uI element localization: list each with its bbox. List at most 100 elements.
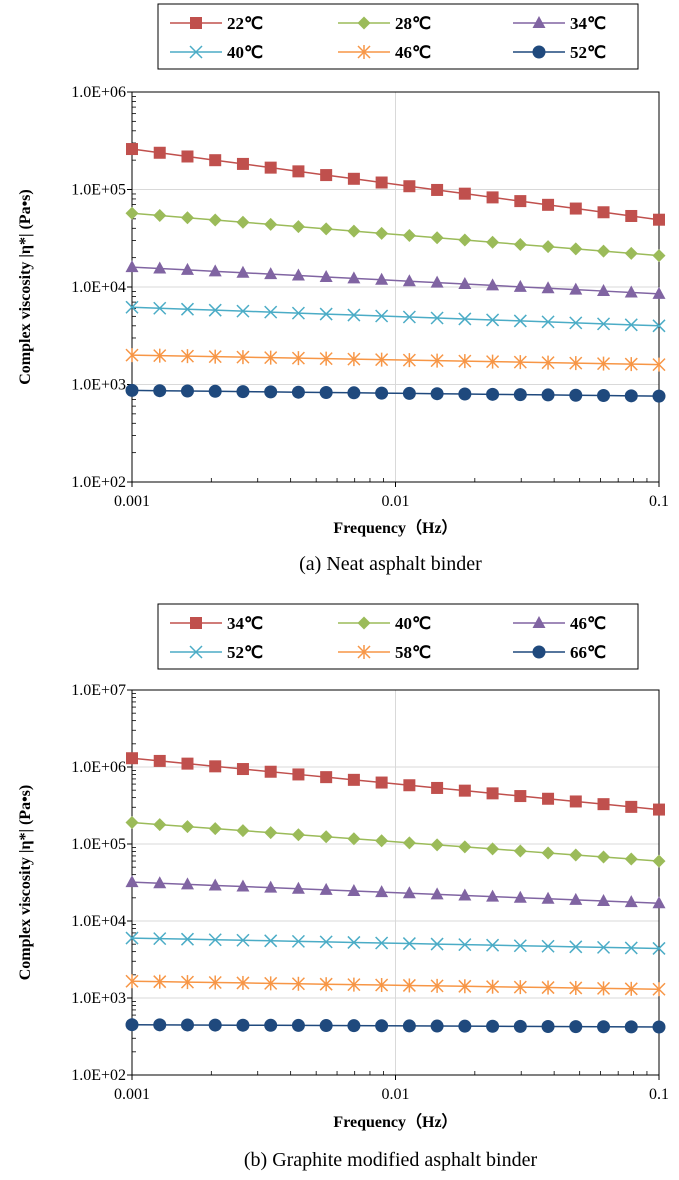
legend-marker: [357, 645, 371, 659]
data-point: [458, 354, 472, 369]
data-point: [541, 891, 555, 904]
data-point: [153, 146, 166, 159]
data-point: [458, 233, 472, 247]
data-point: [514, 790, 527, 803]
data-point: [319, 977, 333, 992]
data-point: [291, 268, 305, 281]
data-point: [236, 157, 249, 170]
data-point: [652, 319, 666, 333]
data-point: [347, 386, 361, 400]
x-stroke: [189, 45, 203, 59]
data-point: [624, 941, 638, 955]
chart-panel: 1.0E+02 1.0E+03 1.0E+04 1.0E+05 1.0E+06 1.0E+…: [17, 603, 669, 1171]
legend-label: 52℃: [570, 43, 606, 62]
data-point: [486, 979, 500, 994]
legend-marker: [357, 16, 371, 30]
data-point: [264, 385, 278, 399]
data-point: [486, 387, 500, 401]
data-point: [375, 272, 389, 285]
data-point: [264, 305, 278, 319]
data-point: [624, 852, 638, 866]
legend-marker: [189, 45, 203, 59]
data-point: [513, 939, 527, 953]
data-point: [320, 169, 333, 182]
data-point: [486, 191, 499, 204]
data-point: [208, 303, 222, 317]
legend-marker: [532, 616, 546, 628]
data-point: [153, 754, 166, 767]
x-stroke: [180, 932, 195, 946]
x-stroke: [624, 941, 638, 955]
data-point: [653, 803, 665, 816]
y-tick-label: 1.0E+03: [71, 377, 126, 394]
x-stroke: [319, 307, 333, 321]
data-point: [180, 211, 194, 225]
data-point: [291, 828, 305, 842]
data-point: [513, 844, 527, 858]
data-point: [375, 309, 389, 323]
x-tick-label: 0.01: [382, 493, 410, 510]
data-point: [652, 357, 666, 372]
data-point: [486, 842, 500, 856]
legend-box: [157, 603, 639, 670]
series-star: [125, 348, 666, 372]
data-point: [208, 822, 222, 836]
data-point: [542, 792, 555, 805]
x-axis-title: Frequency（Hz）: [333, 519, 457, 537]
legend-item: 40℃: [338, 614, 431, 633]
data-point: [347, 172, 360, 185]
data-point: [513, 355, 527, 370]
data-point: [652, 941, 666, 955]
data-point: [375, 834, 389, 848]
data-point: [153, 1018, 167, 1032]
legend-marker: [357, 45, 371, 59]
data-point: [624, 895, 638, 908]
data-point: [430, 231, 444, 245]
x-stroke: [541, 315, 555, 329]
data-point: [624, 246, 638, 260]
x-stroke: [624, 318, 638, 332]
data-point: [153, 384, 167, 398]
x-stroke: [652, 319, 666, 333]
data-point: [624, 1020, 638, 1034]
data-point: [291, 976, 305, 991]
data-point: [569, 1020, 583, 1034]
data-point: [541, 1020, 555, 1034]
data-point: [597, 850, 611, 864]
data-point: [541, 315, 555, 329]
data-point: [569, 980, 583, 995]
legend-label: 22℃: [227, 14, 263, 33]
data-point: [236, 933, 250, 947]
x-stroke: [375, 309, 389, 323]
x-stroke: [319, 935, 333, 949]
data-point: [402, 836, 416, 850]
data-point: [180, 877, 194, 890]
data-point: [126, 143, 138, 156]
x-stroke: [486, 938, 500, 952]
x-axis-title: Frequency（Hz）: [333, 1113, 457, 1131]
data-point: [430, 311, 444, 325]
x-stroke: [153, 932, 167, 946]
x-tick-label: 0.1: [649, 1086, 669, 1103]
data-point: [624, 318, 638, 332]
data-point: [125, 300, 139, 314]
data-point: [403, 180, 416, 193]
data-point: [458, 784, 471, 797]
data-point: [180, 1018, 194, 1032]
data-point: [180, 262, 194, 275]
data-point: [596, 981, 611, 996]
data-point: [402, 937, 416, 951]
data-point: [292, 768, 305, 781]
data-point: [513, 314, 527, 328]
data-point: [347, 308, 361, 322]
x-stroke: [513, 314, 527, 328]
data-point: [181, 757, 194, 770]
data-point: [208, 933, 222, 947]
data-point: [291, 934, 305, 948]
data-point: [347, 832, 361, 846]
data-point: [125, 974, 139, 989]
data-point: [319, 222, 333, 236]
data-point: [458, 888, 472, 901]
legend-marker: [532, 645, 546, 659]
legend-marker: [190, 17, 202, 29]
